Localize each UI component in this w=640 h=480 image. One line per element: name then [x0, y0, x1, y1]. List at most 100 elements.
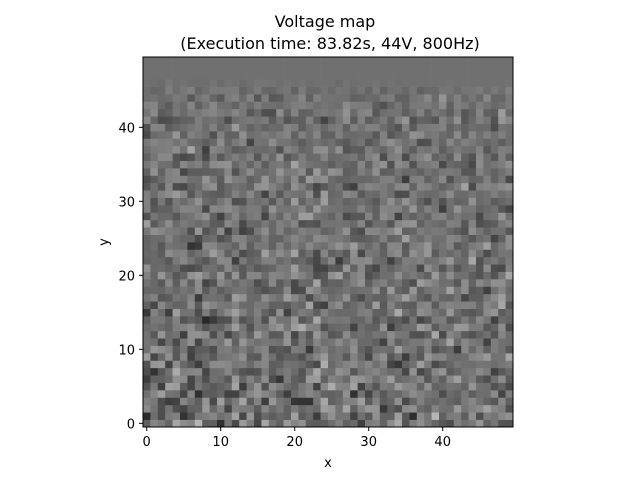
heatmap-cell [157, 316, 166, 324]
heatmap-cell [372, 116, 381, 124]
heatmap-cell [416, 212, 425, 221]
heatmap-cell [254, 79, 262, 87]
heatmap-cell [461, 205, 469, 213]
heatmap-cell [298, 338, 307, 346]
heatmap-cell [209, 375, 218, 383]
heatmap-cell [483, 397, 492, 406]
heatmap-cell [157, 345, 166, 354]
heatmap-cell [476, 345, 484, 354]
heatmap-cell [476, 138, 484, 147]
heatmap-cell [357, 138, 366, 147]
heatmap-cell [143, 338, 151, 346]
heatmap-cell [172, 64, 181, 73]
heatmap-cell [416, 367, 425, 376]
heatmap-cell [165, 123, 173, 132]
heatmap-cell [283, 279, 292, 287]
heatmap-cell [143, 397, 151, 406]
heatmap-cell [180, 412, 188, 420]
heatmap-cell [209, 308, 218, 317]
heatmap-cell [298, 160, 307, 169]
heatmap-cell [276, 375, 284, 383]
heatmap-cell [150, 64, 159, 73]
heatmap-cell [143, 86, 151, 95]
heatmap-cell [298, 79, 307, 87]
heatmap-cell [372, 308, 381, 317]
heatmap-cell [283, 301, 292, 309]
heatmap-cell [143, 382, 151, 391]
heatmap-cell [365, 264, 373, 272]
heatmap-cell [239, 345, 247, 354]
heatmap-cell [461, 94, 469, 102]
heatmap-cell [298, 190, 307, 198]
heatmap-cell [180, 301, 188, 309]
heatmap-cell [180, 308, 188, 317]
heatmap-cell [342, 64, 351, 73]
heatmap-cell [483, 94, 492, 102]
heatmap-cell [305, 86, 314, 95]
heatmap-cell [365, 382, 373, 391]
heatmap-cell [172, 138, 181, 147]
heatmap-cell [394, 375, 403, 383]
heatmap-cell [320, 249, 329, 258]
heatmap-cell [424, 360, 432, 369]
heatmap-cell [209, 182, 218, 191]
heatmap-cell [157, 249, 166, 258]
heatmap-cell [254, 212, 262, 221]
heatmap-cell [453, 94, 462, 102]
heatmap-cell [328, 345, 336, 354]
heatmap-cell [320, 316, 329, 324]
heatmap-cell [172, 123, 181, 132]
heatmap-cell [254, 390, 262, 398]
heatmap-cell [254, 234, 262, 243]
heatmap-cell [424, 205, 432, 213]
heatmap-cell [342, 360, 351, 369]
heatmap-cell [143, 242, 151, 250]
heatmap-cell [291, 94, 299, 102]
heatmap-cell [313, 330, 321, 339]
heatmap-cell [461, 131, 469, 139]
y-tick-label: 40 [118, 121, 135, 136]
heatmap-cell [431, 353, 440, 361]
heatmap-cell [328, 271, 336, 280]
heatmap-cell [217, 123, 225, 132]
heatmap-cell [424, 212, 432, 221]
heatmap-cell [490, 286, 499, 295]
heatmap-cell [157, 360, 166, 369]
heatmap-cell [461, 79, 469, 87]
heatmap-cell [439, 264, 447, 272]
heatmap-cell [261, 323, 270, 332]
heatmap-cell [365, 412, 373, 420]
heatmap-cell [298, 301, 307, 309]
heatmap-cell [342, 301, 351, 309]
heatmap-cell [217, 360, 225, 369]
heatmap-cell [409, 382, 418, 391]
heatmap-cell [416, 293, 425, 302]
heatmap-cell [246, 197, 255, 206]
heatmap-cell [313, 175, 321, 184]
heatmap-cell [231, 175, 240, 184]
heatmap-cell [468, 390, 477, 398]
heatmap-cell [335, 145, 344, 154]
heatmap-cell [202, 227, 210, 235]
heatmap-cell [217, 94, 225, 102]
heatmap-cell [439, 249, 447, 258]
heatmap-cell [268, 256, 277, 265]
heatmap-cell [187, 338, 196, 346]
heatmap-cell [335, 264, 344, 272]
heatmap-cell [187, 375, 196, 383]
heatmap-cell [387, 234, 395, 243]
heatmap-cell [172, 404, 181, 413]
heatmap-cell [461, 71, 469, 80]
heatmap-cell [505, 360, 514, 369]
heatmap-cell [490, 175, 499, 184]
heatmap-cell [342, 123, 351, 132]
heatmap-cell [305, 64, 314, 73]
heatmap-cell [476, 64, 484, 73]
heatmap-cell [320, 160, 329, 169]
heatmap-cell [172, 330, 181, 339]
heatmap-cell [476, 397, 484, 406]
heatmap-cell [328, 279, 336, 287]
heatmap-cell [305, 390, 314, 398]
heatmap-cell [209, 64, 218, 73]
heatmap-cell [231, 286, 240, 295]
